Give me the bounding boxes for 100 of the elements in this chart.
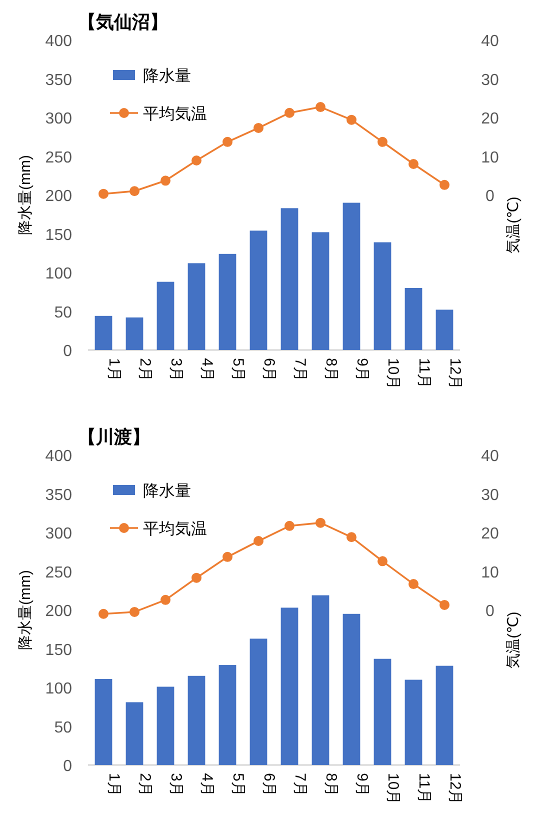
bar [126,317,144,350]
bar [156,282,174,350]
y-tick-label: 50 [54,304,72,322]
y-tick-label: 350 [45,486,72,504]
y-tick-label: 400 [45,448,72,465]
y-tick-label: 0 [63,343,72,360]
y-tick-label: 350 [45,72,72,89]
bar [342,202,360,350]
x-tick-label: 4月 [198,358,216,382]
point [98,608,108,619]
x-tick-label: 6月 [260,358,278,382]
y2-tick-label: 20 [481,110,499,128]
point [378,136,388,147]
y2-axis-title: 気温(℃) [505,612,522,668]
y-tick-label: 150 [45,642,72,659]
y-tick-label: 0 [63,758,72,775]
chart-title: 【川渡】 [78,427,150,447]
y2-tick-label: 10 [481,149,499,166]
x-tick-label: 7月 [292,773,308,796]
point [408,579,418,590]
y2-tick-label: 20 [481,526,499,542]
x-tick-label: 2月 [136,773,154,796]
point [222,136,232,147]
y-tick-label: 400 [45,33,72,50]
y2-tick-label: 40 [481,448,499,465]
x-tick-label: 1月 [106,773,122,796]
y-axis-title: 降水量(mm) [17,570,34,650]
bar [218,254,236,350]
y2-axis-title: 気温(℃) [505,196,522,254]
y-tick-label: 200 [45,603,72,620]
y-tick-label: 200 [45,188,72,205]
bar [126,702,144,765]
y-tick-label: 250 [45,564,72,582]
y2-tick-label: 30 [481,486,499,504]
y-tick-label: 150 [45,226,72,244]
x-tick-label: 9月 [354,773,370,796]
y2-tick-label: 40 [481,33,499,50]
y2-tick-label: 10 [481,564,499,582]
x-tick-label: 5月 [230,773,246,796]
bar [404,288,422,350]
point [254,122,264,133]
x-tick-label: 7月 [292,358,308,382]
point [130,186,140,196]
bar [94,316,112,350]
point [316,102,326,112]
y2-tick-label: 30 [481,72,499,89]
x-tick-label: 3月 [168,773,184,796]
bar [404,680,422,765]
point [192,572,202,583]
bar [312,232,330,350]
y-tick-label: 100 [45,680,72,698]
y-axis-title: 降水量(mm) [17,155,34,235]
chart-title: 【気仙沼】 [78,12,168,32]
point [254,536,264,546]
legend-label: 平均気温 [143,521,207,538]
bar [94,678,112,765]
point [408,159,418,169]
point [130,606,140,617]
bar [156,686,174,765]
x-tick-label: 8月 [322,358,340,382]
x-tick-label: 1月 [106,358,122,382]
bar [280,608,298,765]
y2-tick-label: 0 [486,188,495,205]
point [316,518,326,528]
bar [374,658,392,765]
bar [436,666,454,765]
bar [250,230,268,350]
bar [188,263,206,350]
legend-label: 降水量 [143,482,191,500]
bar [218,665,236,765]
bar [250,638,268,765]
point [346,114,356,125]
bar [312,595,330,765]
point [346,532,356,542]
point [160,594,170,605]
point [160,176,170,186]
legend-label: 降水量 [143,67,191,85]
x-tick-label: 3月 [168,358,184,382]
legend-label: 平均気温 [143,106,207,123]
x-tick-label: 5月 [230,358,246,382]
x-tick-label: 2月 [136,358,154,382]
x-tick-label: 9月 [354,358,370,382]
y-tick-label: 50 [54,719,72,736]
point [98,188,108,199]
y-tick-label: 300 [45,110,72,128]
bar [436,310,454,350]
bar [188,676,206,765]
point [378,556,388,566]
x-tick-label: 6月 [260,773,278,796]
y-tick-label: 300 [45,526,72,542]
x-tick-label: 8月 [322,773,340,796]
bar [374,242,392,350]
point [284,108,294,118]
point [222,552,232,562]
x-tick-label: 11月 [416,358,432,389]
x-tick-label: 12月 [446,773,464,805]
x-tick-label: 10月 [384,773,402,805]
bar [280,208,298,350]
bar [342,614,360,765]
x-tick-label: 4月 [198,773,216,796]
